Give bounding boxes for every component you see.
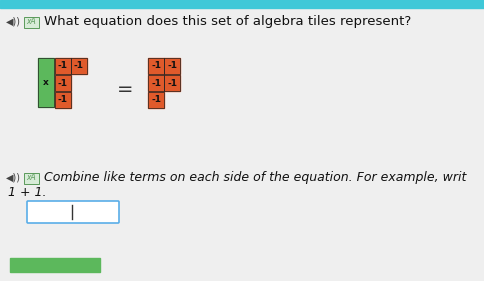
Text: 1 + 1.: 1 + 1. (8, 185, 46, 198)
Bar (55, 58, 71, 74)
Bar (71, 58, 87, 74)
Bar (10, 258, 100, 272)
Bar (55, 92, 71, 108)
Bar (148, 75, 164, 91)
FancyBboxPatch shape (27, 201, 119, 223)
Bar (38, 58, 54, 107)
Bar (55, 75, 71, 91)
Bar (55, 75, 71, 91)
Text: -1: -1 (58, 96, 68, 105)
Bar (148, 75, 164, 91)
Text: x: x (43, 78, 49, 87)
Text: =: = (117, 80, 133, 99)
Bar (38, 58, 54, 107)
Text: -1: -1 (151, 62, 161, 71)
Bar (148, 58, 164, 74)
Bar (55, 92, 71, 108)
Text: ◀)): ◀)) (6, 173, 21, 183)
Bar (0, 0, 484, 8)
Text: ◀)): ◀)) (6, 17, 21, 27)
Bar (148, 58, 164, 74)
Bar (71, 58, 87, 74)
Text: -1: -1 (167, 78, 177, 87)
Bar (164, 75, 180, 91)
FancyBboxPatch shape (24, 173, 39, 183)
Bar (164, 58, 180, 74)
Text: xA: xA (26, 17, 36, 26)
Bar (148, 92, 164, 108)
Text: Combine like terms on each side of the equation. For example, writ: Combine like terms on each side of the e… (44, 171, 467, 185)
Text: -1: -1 (167, 62, 177, 71)
Text: -1: -1 (151, 96, 161, 105)
Text: xA: xA (26, 173, 36, 182)
Text: -1: -1 (58, 78, 68, 87)
FancyBboxPatch shape (24, 17, 39, 28)
Bar (55, 58, 71, 74)
Bar (164, 75, 180, 91)
Bar (164, 58, 180, 74)
Text: What equation does this set of algebra tiles represent?: What equation does this set of algebra t… (44, 15, 411, 28)
Text: -1: -1 (74, 62, 84, 71)
Text: -1: -1 (151, 78, 161, 87)
Text: -1: -1 (58, 62, 68, 71)
Bar (148, 92, 164, 108)
